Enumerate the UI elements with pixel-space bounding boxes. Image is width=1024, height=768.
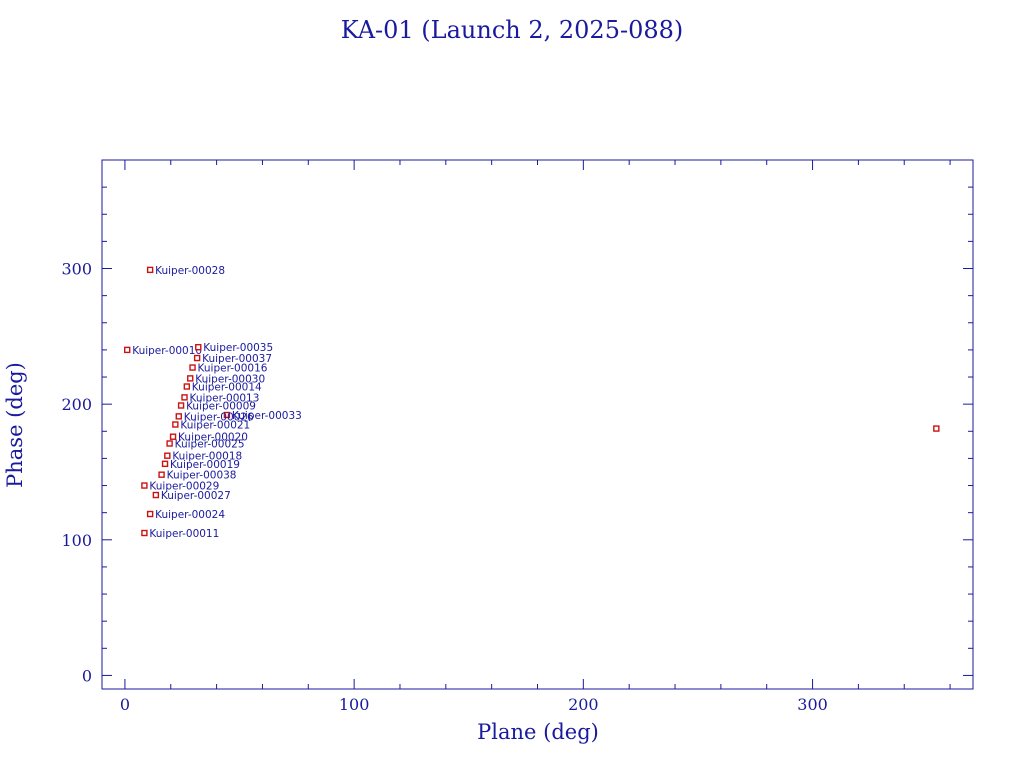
y-tick-label: 100 [61, 531, 92, 550]
y-axis-label: Phase (deg) [3, 362, 27, 488]
point-label: Kuiper-00009 [186, 401, 256, 413]
y-tick-label: 300 [61, 260, 92, 279]
point-label: Kuiper-00027 [161, 490, 231, 502]
data-point [141, 482, 148, 489]
x-tick-label: 200 [568, 695, 599, 714]
data-point [195, 343, 202, 351]
y-tick-label: 200 [61, 395, 92, 414]
point-label: Kuiper-00020 [178, 432, 248, 444]
data-point [172, 421, 179, 428]
data-point [141, 529, 148, 537]
x-axis-label: Plane (deg) [477, 720, 599, 744]
point-label: Kuiper-00013 [190, 392, 260, 404]
data-point [124, 346, 131, 354]
point-label: Kuiper-00033 [232, 410, 302, 422]
y-tick-label: 0 [82, 666, 92, 685]
data-point [169, 433, 177, 440]
point-label: Kuiper-00025 [175, 438, 245, 450]
point-label: Kuiper-00028 [155, 265, 225, 277]
data-point [161, 460, 169, 468]
point-label: Kuiper-00011 [149, 528, 219, 540]
data-point [164, 452, 171, 459]
axis-tick-labels: 0 100 200 300 0 100 200 300 [61, 260, 827, 714]
x-tick-label: 300 [797, 695, 828, 714]
data-point [175, 413, 182, 420]
data-point [181, 394, 188, 401]
data-point [189, 364, 196, 371]
point-label: Kuiper-00018 [172, 451, 242, 463]
data-point [933, 425, 940, 432]
axis-ticks [102, 159, 973, 689]
data-point [152, 491, 160, 499]
point-label: Kuiper-00037 [202, 353, 272, 365]
chart-title: KA-01 (Launch 2, 2025-088) [341, 16, 684, 44]
point-label: Kuiper-00026 [184, 411, 254, 423]
point-label: Kuiper-00029 [149, 481, 219, 493]
point-label: Kuiper-00010 [132, 345, 202, 357]
point-label: Kuiper-00038 [167, 470, 237, 482]
data-point [146, 510, 154, 518]
data-point [193, 354, 201, 362]
point-label: Kuiper-00016 [198, 363, 268, 375]
data-point [223, 411, 231, 419]
data-point [146, 266, 154, 274]
data-point [166, 440, 173, 447]
data-point [183, 383, 191, 390]
data-point [158, 471, 165, 478]
point-label: Kuiper-00014 [192, 382, 262, 394]
point-label: Kuiper-00021 [180, 420, 250, 432]
point-label: Kuiper-00030 [195, 373, 265, 385]
x-tick-label: 0 [120, 695, 130, 714]
data-point [187, 375, 194, 382]
point-label: Kuiper-00035 [203, 342, 273, 354]
x-tick-label: 100 [339, 695, 370, 714]
point-label: Kuiper-00024 [155, 509, 225, 521]
data-point [177, 402, 185, 409]
point-label: Kuiper-00019 [170, 459, 240, 471]
